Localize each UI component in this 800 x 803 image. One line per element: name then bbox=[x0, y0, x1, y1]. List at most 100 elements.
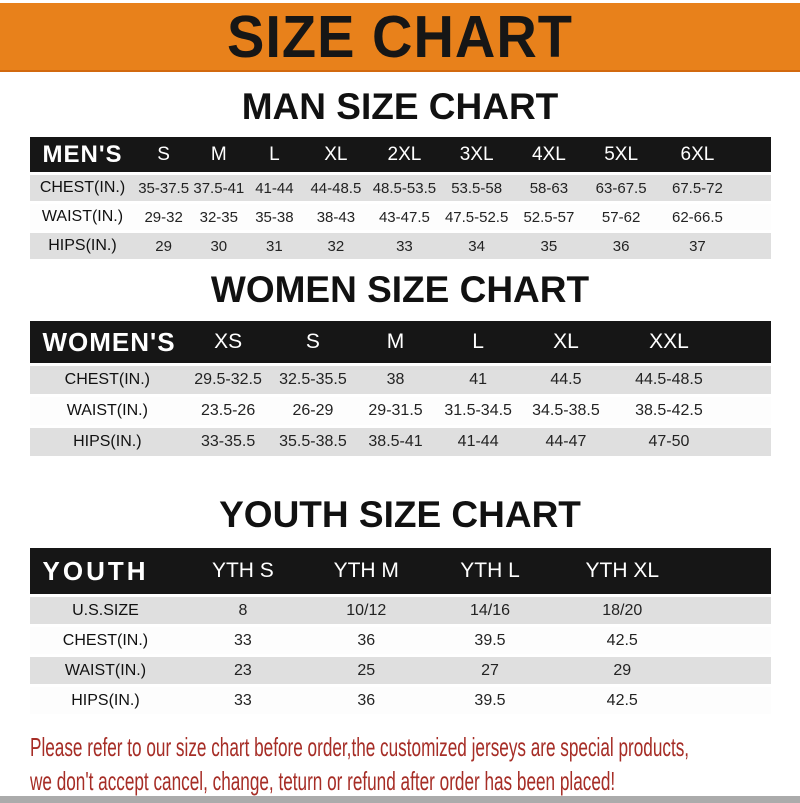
size-value-cell: 33 bbox=[233, 631, 252, 649]
size-value-cell: 29.5-32.5 bbox=[194, 371, 262, 388]
column-header: XL bbox=[520, 321, 612, 363]
spacer-cell bbox=[693, 687, 771, 714]
size-value-cell: 35.5-38.5 bbox=[279, 433, 347, 450]
column-header: YTH S bbox=[181, 548, 305, 594]
youth-section-heading: YOUTH SIZE CHART bbox=[219, 494, 581, 535]
size-value-cell: 44-48.5 bbox=[310, 179, 362, 197]
column-header: 3XL bbox=[439, 137, 514, 172]
size-value-cell: 29-31.5 bbox=[368, 402, 423, 419]
size-value-cell: 26-29 bbox=[292, 402, 334, 419]
size-value-cell: 33 bbox=[233, 691, 252, 709]
column-header: XL bbox=[302, 137, 369, 172]
row-label: WAIST(IN.) bbox=[64, 661, 147, 679]
womens-corner-label: WOMEN'S bbox=[29, 321, 186, 363]
spacer-cell bbox=[726, 366, 771, 394]
size-value-cell: 29-32 bbox=[144, 208, 183, 226]
size-value-cell: 35 bbox=[540, 237, 558, 255]
table-row: HIPS(IN.) 29 30 31 32 33 34 35 36 37 bbox=[29, 233, 771, 259]
mens-size-table: MEN'S S M L XL 2XL 3XL 4XL 5XL 6XL CHEST(IN.) 35-… bbox=[29, 134, 771, 262]
row-label: CHEST(IN.) bbox=[62, 631, 149, 649]
womens-header-row: WOMEN'S XS S M L XL XXL bbox=[29, 321, 771, 363]
size-value-cell: 63-67.5 bbox=[595, 179, 647, 197]
women-section: WOMEN SIZE CHART WOMEN'S XS S M L XL XXL CHES… bbox=[0, 270, 800, 459]
size-value-cell: 47.5-52.5 bbox=[444, 208, 509, 226]
size-value-cell: 27 bbox=[481, 661, 499, 679]
row-label: CHEST(IN.) bbox=[39, 179, 126, 196]
size-value-cell: 53.5-58 bbox=[451, 179, 503, 197]
men-section-heading: MAN SIZE CHART bbox=[241, 86, 559, 127]
spacer-cell bbox=[726, 428, 771, 456]
table-row: HIPS(IN.) 33-35.5 35.5-38.5 38.5-41 41-44 44-… bbox=[29, 428, 771, 456]
column-header: XS bbox=[185, 321, 272, 363]
size-value-cell: 67.5-72 bbox=[671, 179, 723, 197]
size-value-cell: 62-66.5 bbox=[671, 208, 723, 226]
row-label: WAIST(IN.) bbox=[41, 208, 124, 225]
row-label: CHEST(IN.) bbox=[64, 371, 150, 388]
size-value-cell: 42.5 bbox=[606, 691, 638, 709]
womens-size-table: WOMEN'S XS S M L XL XXL CHEST(IN.) 29.5-32.5 32… bbox=[29, 318, 771, 459]
size-value-cell: 37 bbox=[689, 237, 706, 255]
size-value-cell: 30 bbox=[210, 237, 228, 255]
size-value-cell: 32 bbox=[327, 237, 345, 255]
size-value-cell: 34 bbox=[468, 237, 485, 255]
row-label: HIPS(IN.) bbox=[71, 691, 140, 709]
size-value-cell: 44.5 bbox=[550, 371, 582, 388]
size-value-cell: 38.5-41 bbox=[368, 433, 423, 450]
men-section: MAN SIZE CHART MEN'S S M L XL 2XL 3XL 4XL 5XL 6X… bbox=[0, 87, 800, 262]
spacer-cell bbox=[737, 204, 770, 230]
column-header: L bbox=[436, 321, 520, 363]
column-header: S bbox=[135, 137, 192, 172]
size-value-cell: 41 bbox=[469, 371, 488, 388]
size-value-cell: 38 bbox=[386, 371, 405, 388]
column-header: 4XL bbox=[513, 137, 585, 172]
row-label: HIPS(IN.) bbox=[73, 433, 142, 450]
spacer-cell bbox=[693, 627, 771, 654]
column-header: 6XL bbox=[657, 137, 738, 172]
size-value-cell: 36 bbox=[357, 691, 376, 709]
size-value-cell: 32-35 bbox=[199, 208, 238, 226]
mens-header-row: MEN'S S M L XL 2XL 3XL 4XL 5XL 6XL bbox=[29, 137, 771, 172]
youth-section: YOUTH SIZE CHART YOUTH YTH S YTH M YTH L YT… bbox=[0, 495, 800, 717]
size-value-cell: 23.5-26 bbox=[200, 402, 256, 419]
spacer-cell bbox=[692, 548, 771, 594]
column-header: YTH L bbox=[428, 548, 552, 594]
spacer-cell bbox=[726, 397, 771, 425]
size-chart-banner: SIZE CHART bbox=[0, 3, 800, 72]
table-row: CHEST(IN.) 29.5-32.5 32.5-35.5 38 41 44.5 44.5… bbox=[29, 366, 771, 394]
column-header: 5XL bbox=[584, 137, 658, 172]
column-header: 2XL bbox=[368, 137, 440, 172]
size-value-cell: 47-50 bbox=[648, 433, 690, 450]
size-value-cell: 33-35.5 bbox=[200, 433, 256, 450]
spacer-cell bbox=[737, 175, 770, 201]
row-label: HIPS(IN.) bbox=[48, 237, 117, 254]
column-header: M bbox=[354, 321, 437, 363]
size-value-cell: 42.5 bbox=[606, 631, 638, 649]
size-value-cell: 39.5 bbox=[474, 691, 506, 709]
size-value-cell: 37.5-41 bbox=[193, 179, 245, 197]
row-label: WAIST(IN.) bbox=[66, 402, 148, 419]
banner-title: SIZE CHART bbox=[227, 2, 573, 70]
youth-size-table: YOUTH YTH S YTH M YTH L YTH XL U.S.SIZE 8 10/… bbox=[29, 545, 771, 717]
size-value-cell: 23 bbox=[233, 661, 252, 679]
spacer-cell bbox=[737, 233, 770, 259]
size-value-cell: 34.5-38.5 bbox=[532, 402, 600, 419]
size-value-cell: 25 bbox=[357, 661, 376, 679]
size-value-cell: 33 bbox=[396, 237, 413, 255]
size-value-cell: 18/20 bbox=[602, 601, 643, 619]
column-header: XXL bbox=[611, 321, 726, 363]
size-value-cell: 31 bbox=[266, 237, 283, 255]
size-value-cell: 32.5-35.5 bbox=[279, 371, 347, 388]
size-value-cell: 8 bbox=[238, 601, 248, 619]
youth-header-row: YOUTH YTH S YTH M YTH L YTH XL bbox=[29, 548, 771, 594]
spacer-cell bbox=[693, 657, 771, 684]
size-value-cell: 43-47.5 bbox=[378, 208, 430, 226]
table-row: WAIST(IN.) 23.5-26 26-29 29-31.5 31.5-34.5 34… bbox=[29, 397, 771, 425]
size-value-cell: 44.5-48.5 bbox=[635, 371, 703, 388]
size-value-cell: 48.5-53.5 bbox=[372, 179, 437, 197]
size-value-cell: 38-43 bbox=[316, 208, 356, 226]
column-header: YTH XL bbox=[551, 548, 693, 594]
table-row: CHEST(IN.) 33 36 39.5 42.5 bbox=[29, 627, 771, 654]
row-label: U.S.SIZE bbox=[72, 601, 139, 619]
table-row: U.S.SIZE 8 10/12 14/16 18/20 bbox=[29, 597, 771, 624]
youth-corner-label: YOUTH bbox=[29, 548, 182, 594]
